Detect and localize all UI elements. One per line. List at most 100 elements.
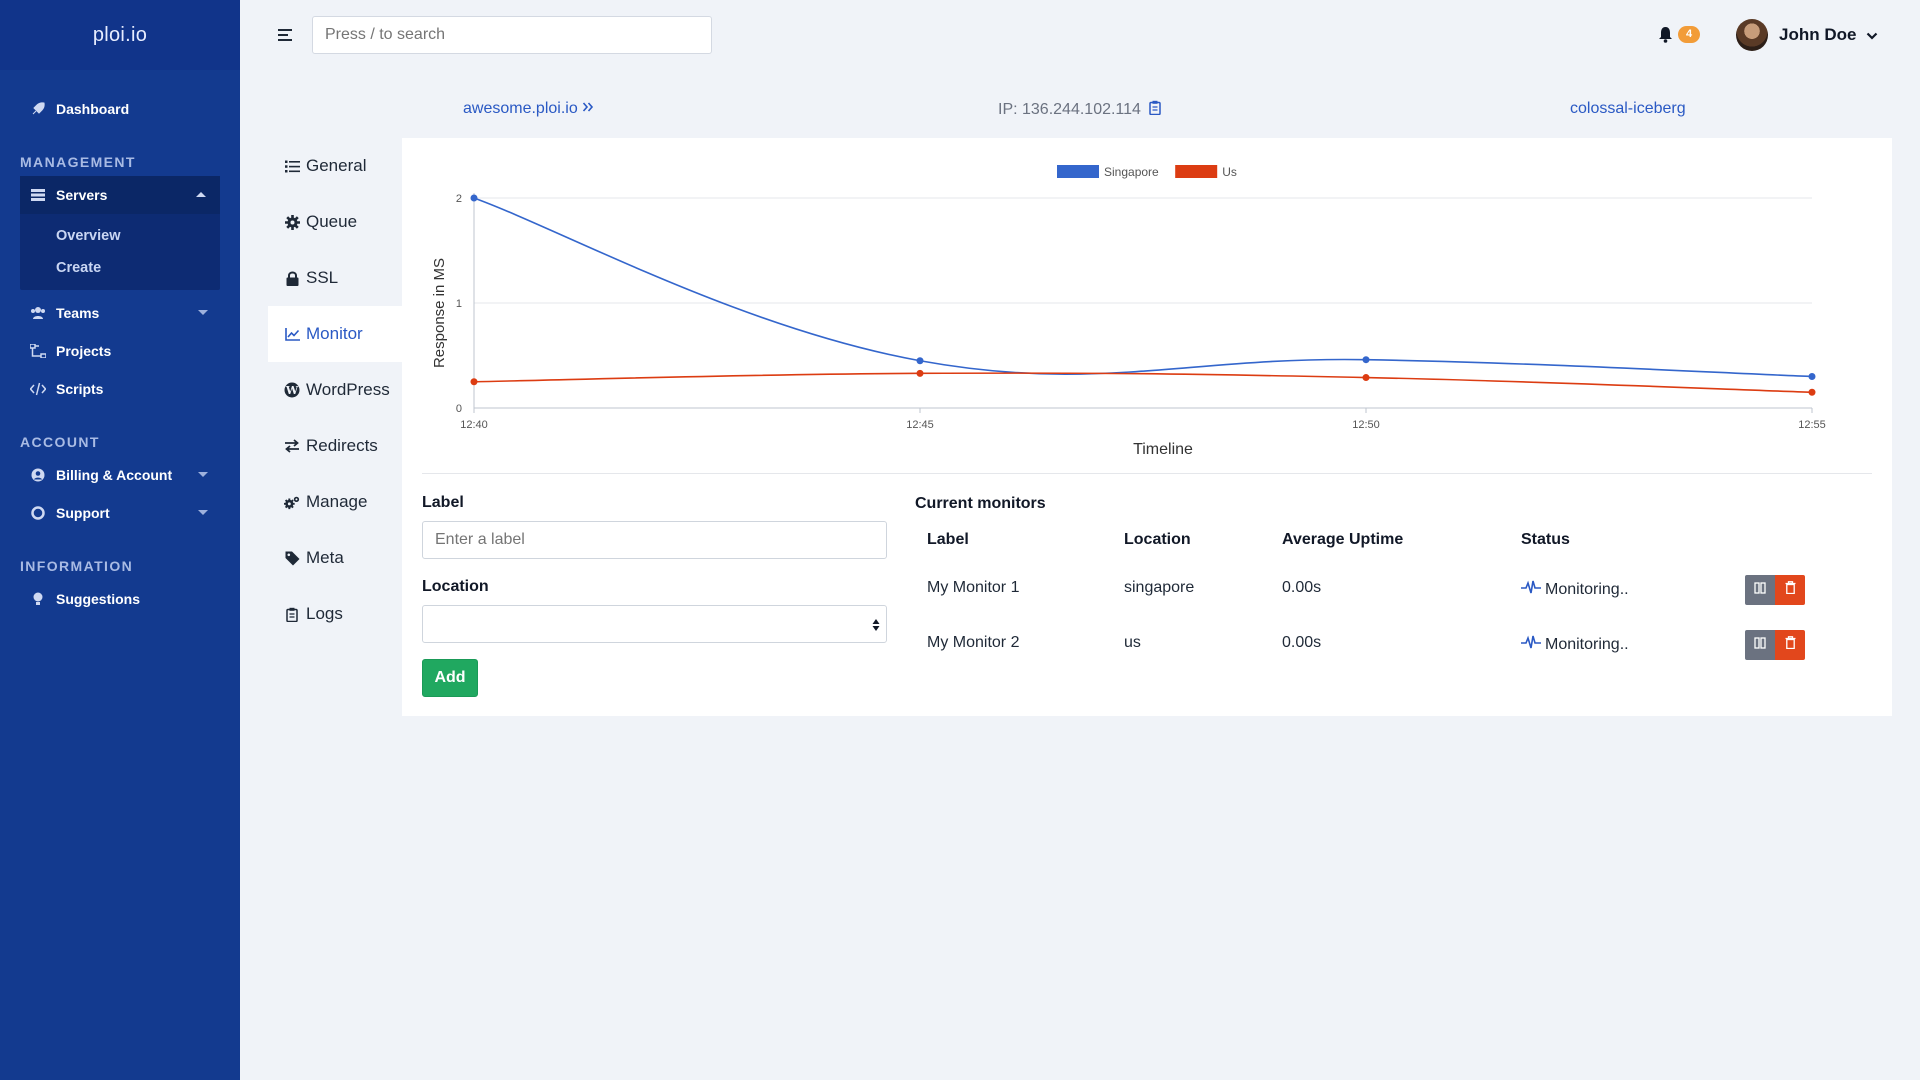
tab-manage[interactable]: Manage bbox=[268, 474, 402, 530]
server-name-link[interactable]: colossal-iceberg bbox=[1570, 100, 1686, 117]
tab-logs[interactable]: Logs bbox=[268, 586, 402, 642]
legend-label-singapore: Singapore bbox=[1104, 165, 1159, 179]
tag-icon bbox=[284, 550, 300, 566]
monitor-uptime: 0.00s bbox=[1282, 634, 1322, 651]
cog-icon bbox=[284, 214, 300, 230]
tab-label: Meta bbox=[306, 548, 344, 567]
label-input[interactable] bbox=[422, 521, 887, 559]
sidebar-item-label: Suggestions bbox=[56, 591, 141, 607]
sidebar-item-teams[interactable]: Teams bbox=[0, 294, 240, 332]
tab-wordpress[interactable]: W WordPress bbox=[268, 362, 402, 418]
divider bbox=[422, 473, 1872, 474]
bell-icon[interactable] bbox=[1658, 26, 1673, 48]
sidebar-item-label: Servers bbox=[56, 187, 108, 203]
tab-redirects[interactable]: Redirects bbox=[268, 418, 402, 474]
monitor-card: 0 1 2 12:40 12:45 12:50 12:55 Timeline Response … bbox=[402, 138, 1892, 716]
legend-label-us: Us bbox=[1222, 165, 1237, 179]
tab-label: General bbox=[306, 156, 367, 175]
pause-icon bbox=[1754, 636, 1766, 654]
delete-button[interactable] bbox=[1775, 575, 1805, 605]
chart-line-icon bbox=[284, 326, 300, 342]
column-header-uptime: Average Uptime bbox=[1282, 531, 1404, 548]
code-icon bbox=[30, 381, 46, 397]
chevron-down-icon bbox=[198, 310, 208, 315]
y-tick-label: 1 bbox=[456, 298, 462, 310]
svg-text:W: W bbox=[285, 384, 299, 397]
tab-general[interactable]: General bbox=[268, 138, 402, 194]
sidebar-item-label: Dashboard bbox=[56, 101, 130, 117]
x-tick-label: 12:45 bbox=[906, 419, 934, 431]
tab-label: WordPress bbox=[306, 380, 390, 399]
sidebar: ploi.io Dashboard MANAGEMENT Servers Ove… bbox=[0, 0, 240, 1080]
users-icon bbox=[30, 305, 46, 321]
clipboard-icon[interactable] bbox=[1149, 100, 1162, 120]
double-chevron-right-icon bbox=[582, 100, 594, 118]
sidebar-item-servers[interactable]: Servers bbox=[20, 176, 220, 214]
cogs-icon bbox=[284, 494, 300, 510]
notification-badge: 4 bbox=[1678, 26, 1700, 43]
chevron-down-icon bbox=[198, 472, 208, 477]
column-header-label: Label bbox=[927, 531, 969, 548]
sidebar-item-label: Scripts bbox=[56, 381, 104, 397]
tab-monitor[interactable]: Monitor bbox=[268, 306, 402, 362]
data-point-singapore bbox=[1808, 373, 1816, 380]
location-select[interactable] bbox=[422, 605, 887, 643]
select-arrows-icon bbox=[872, 618, 880, 637]
pause-button[interactable] bbox=[1745, 575, 1775, 605]
avatar[interactable] bbox=[1736, 19, 1768, 51]
sidebar-item-label: Billing & Account bbox=[56, 467, 173, 483]
site-link[interactable]: awesome.ploi.io bbox=[463, 100, 594, 118]
heartbeat-icon bbox=[1521, 579, 1541, 600]
legend-swatch-us bbox=[1175, 165, 1218, 178]
monitor-location: us bbox=[1124, 634, 1141, 651]
data-point-us bbox=[1362, 374, 1370, 382]
x-axis-title: Timeline bbox=[1133, 441, 1193, 456]
delete-button[interactable] bbox=[1775, 630, 1805, 660]
sidebar-item-support[interactable]: Support bbox=[0, 494, 240, 532]
ip-text: IP: 136.244.102.114 bbox=[998, 101, 1141, 119]
sidebar-item-dashboard[interactable]: Dashboard bbox=[0, 90, 240, 128]
lightbulb-icon bbox=[30, 591, 46, 607]
monitor-actions bbox=[1745, 630, 1805, 660]
pause-icon bbox=[1754, 581, 1766, 599]
menu-toggle-icon[interactable] bbox=[278, 29, 292, 44]
sidebar-subitem-create[interactable]: Create bbox=[56, 260, 102, 276]
status-text: Monitoring.. bbox=[1545, 580, 1629, 598]
x-tick-label: 12:40 bbox=[460, 419, 488, 431]
sidebar-subitem-overview[interactable]: Overview bbox=[56, 228, 121, 244]
tab-queue[interactable]: Queue bbox=[268, 194, 402, 250]
sidebar-item-label: Projects bbox=[56, 343, 112, 359]
series-line-us bbox=[473, 372, 1813, 394]
section-title-information: INFORMATION bbox=[20, 558, 134, 574]
site-tab-menu: General Queue SSL Monitor W WordPress Re… bbox=[268, 138, 402, 642]
sidebar-item-billing[interactable]: Billing & Account bbox=[0, 456, 240, 494]
legend-swatch-singapore bbox=[1057, 165, 1099, 178]
chevron-down-icon bbox=[198, 510, 208, 515]
series-line-singapore bbox=[473, 197, 1813, 378]
sidebar-item-suggestions[interactable]: Suggestions bbox=[0, 580, 240, 618]
location-field-title: Location bbox=[422, 578, 489, 595]
clipboard-list-icon bbox=[284, 606, 300, 622]
ip-address: IP: 136.244.102.114 bbox=[998, 100, 1162, 120]
sidebar-item-projects[interactable]: Projects bbox=[0, 332, 240, 370]
pause-button[interactable] bbox=[1745, 630, 1775, 660]
user-name[interactable]: John Doe bbox=[1779, 25, 1857, 44]
sidebar-item-scripts[interactable]: Scripts bbox=[0, 370, 240, 408]
y-tick-label: 0 bbox=[456, 403, 462, 415]
monitor-uptime: 0.00s bbox=[1282, 579, 1322, 596]
tab-label: Monitor bbox=[306, 324, 363, 343]
topbar: 4 John Doe bbox=[240, 0, 1920, 70]
add-monitor-button[interactable]: Add bbox=[422, 659, 478, 697]
label-field-title: Label bbox=[422, 494, 464, 511]
brand-logo[interactable]: ploi.io bbox=[0, 0, 240, 70]
tab-label: Redirects bbox=[306, 436, 378, 455]
x-tick-label: 12:50 bbox=[1352, 419, 1380, 431]
search-input[interactable] bbox=[312, 16, 712, 54]
server-icon bbox=[30, 187, 46, 203]
chevron-down-icon[interactable] bbox=[1866, 28, 1878, 46]
tab-meta[interactable]: Meta bbox=[268, 530, 402, 586]
life-ring-icon bbox=[30, 505, 46, 521]
column-header-status: Status bbox=[1521, 531, 1570, 548]
tab-ssl[interactable]: SSL bbox=[268, 250, 402, 306]
status-text: Monitoring.. bbox=[1545, 635, 1629, 653]
